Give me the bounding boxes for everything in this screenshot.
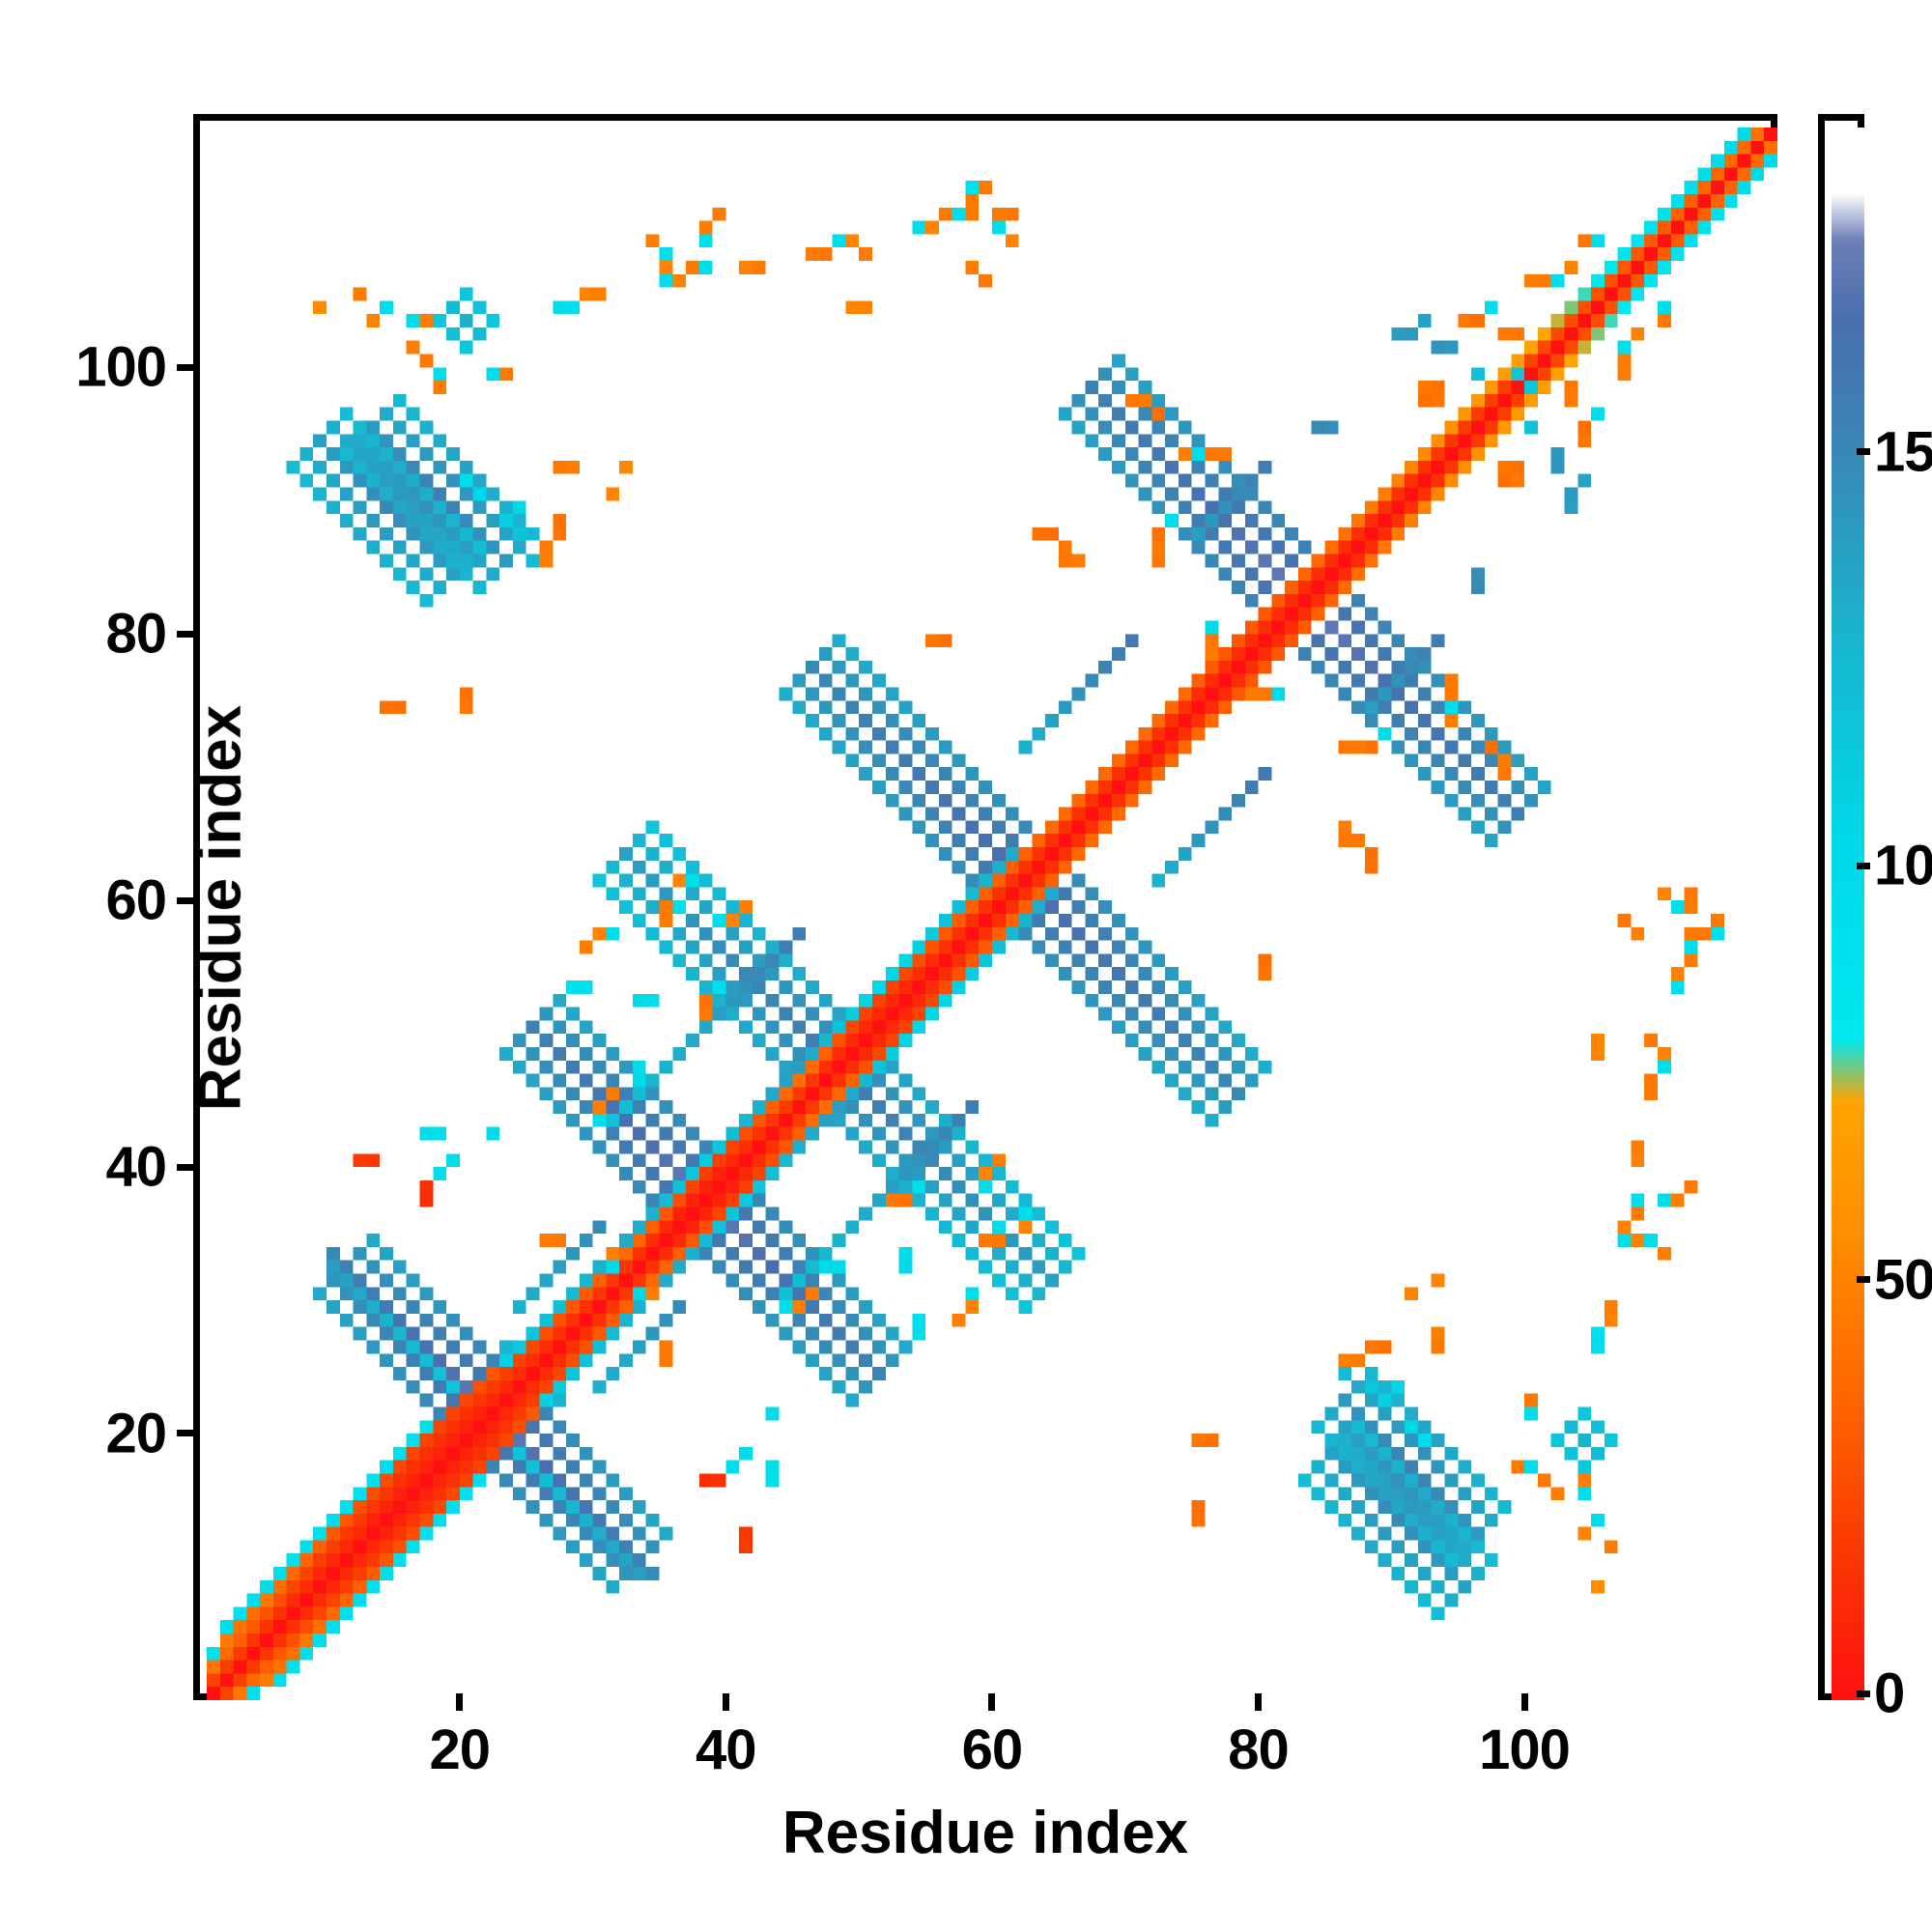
y-tick-100 bbox=[177, 363, 194, 371]
x-tick-60 bbox=[988, 1693, 996, 1711]
y-axis-title: Residue index bbox=[186, 704, 254, 1112]
x-tick-label-100: 100 bbox=[1479, 1719, 1571, 1781]
x-tick-label-20: 20 bbox=[429, 1719, 491, 1781]
colorbar-frame bbox=[1818, 114, 1864, 1700]
y-tick-label-20: 20 bbox=[105, 1402, 167, 1465]
x-tick-40 bbox=[722, 1693, 729, 1711]
y-tick-label-60: 60 bbox=[105, 868, 167, 932]
x-tick-20 bbox=[456, 1693, 464, 1711]
y-tick-label-100: 100 bbox=[75, 335, 167, 399]
colorbar-tick-100 bbox=[1857, 862, 1870, 869]
x-tick-100 bbox=[1520, 1693, 1528, 1711]
colorbar-tick-label-50: 50 bbox=[1874, 1248, 1932, 1312]
y-tick-label-80: 80 bbox=[105, 602, 167, 666]
heatmap-canvas[interactable] bbox=[207, 128, 1777, 1700]
colorbar-tick-50 bbox=[1857, 1276, 1870, 1284]
y-tick-40 bbox=[177, 1163, 194, 1171]
x-tick-label-80: 80 bbox=[1228, 1719, 1290, 1781]
colorbar-tick-label-0: 0 bbox=[1874, 1662, 1905, 1725]
colorbar[interactable] bbox=[1818, 114, 1864, 1700]
y-tick-80 bbox=[177, 630, 194, 638]
colorbar-tick-label-150: 150 bbox=[1874, 420, 1932, 484]
x-tick-80 bbox=[1254, 1693, 1262, 1711]
colorbar-gradient bbox=[1832, 128, 1864, 1700]
x-axis-title: Residue index bbox=[781, 1800, 1189, 1866]
y-tick-60 bbox=[177, 896, 194, 904]
y-tick-label-40: 40 bbox=[105, 1135, 167, 1199]
x-tick-label-40: 40 bbox=[696, 1719, 757, 1781]
x-tick-label-60: 60 bbox=[961, 1719, 1024, 1781]
y-tick-20 bbox=[177, 1430, 194, 1437]
colorbar-tick-0 bbox=[1857, 1690, 1870, 1697]
plot-area[interactable] bbox=[193, 114, 1777, 1700]
colorbar-tick-150 bbox=[1857, 448, 1870, 456]
colorbar-tick-label-100: 100 bbox=[1874, 834, 1932, 897]
